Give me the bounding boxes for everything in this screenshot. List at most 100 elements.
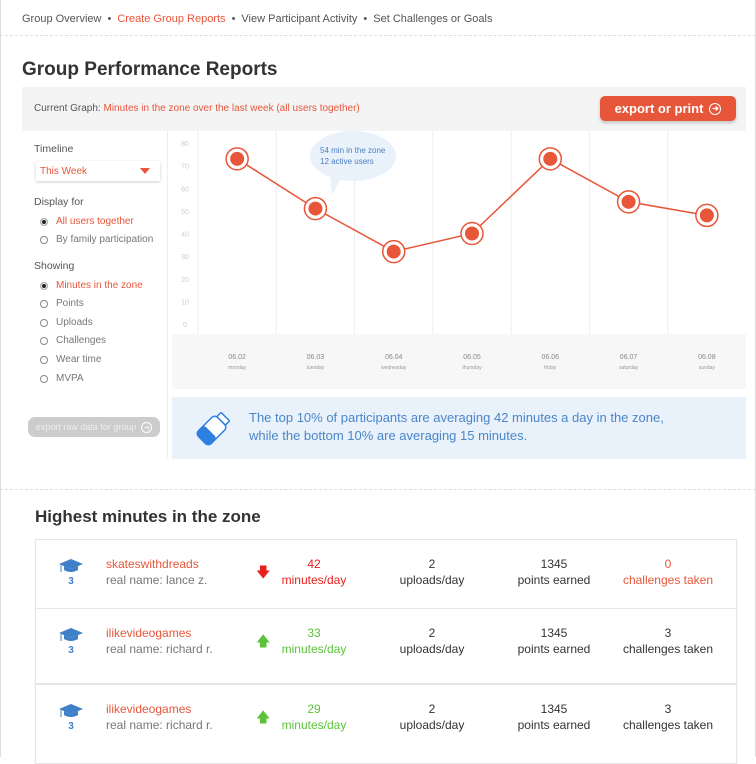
timeline-select[interactable]: This Week xyxy=(36,161,160,181)
nav-create-group-reports[interactable]: Create Group Reports xyxy=(117,13,226,25)
nav-separator: • xyxy=(363,13,368,25)
radio-icon xyxy=(40,355,48,364)
points-stat: 1345 points earned xyxy=(494,625,614,657)
arrow-right-circle-icon: ➜ xyxy=(709,102,722,115)
water-bottle-icon xyxy=(196,412,230,446)
timeline-label: Timeline xyxy=(34,143,74,155)
username-link[interactable]: ilikevideogames xyxy=(106,626,192,640)
uploads-value: 2 xyxy=(428,557,436,571)
arrow-right-circle-icon: ➜ xyxy=(141,421,153,433)
uploads-stat: 2 uploads/day xyxy=(372,556,492,588)
minutes-unit: minutes/day xyxy=(281,718,347,732)
x-tick-sublabel: tuesday xyxy=(307,365,325,371)
arrow-up-icon: 🡅 xyxy=(256,709,271,725)
y-tick-label: 30 xyxy=(181,254,189,261)
radio-label: All users together xyxy=(56,216,134,227)
leaderboard-row[interactable]: 3 skateswithdreads real name: lance z. 🡇 … xyxy=(35,539,737,609)
x-tick-label: 06.08 xyxy=(698,354,716,361)
challenges-unit: challenges taken xyxy=(622,573,714,587)
x-tick-sublabel: thursday xyxy=(462,365,482,371)
radio-label: Minutes in the zone xyxy=(56,280,143,291)
points-stat: 1345 points earned xyxy=(494,701,614,733)
radio-family-participation[interactable]: By family participation xyxy=(40,234,153,245)
radio-label: Points xyxy=(56,298,84,309)
radio-all-users[interactable]: All users together xyxy=(40,216,134,227)
tooltip-line2: 12 active users xyxy=(320,157,374,166)
export-raw-data-button[interactable]: export raw data for group ➜ xyxy=(28,417,160,437)
username-link[interactable]: skateswithdreads xyxy=(106,557,199,571)
radio-icon xyxy=(40,336,48,345)
insight-line2: while the bottom 10% are averaging 15 mi… xyxy=(249,428,528,443)
y-tick-label: 40 xyxy=(181,232,189,239)
radio-uploads[interactable]: Uploads xyxy=(40,317,93,328)
insight-banner: The top 10% of participants are averagin… xyxy=(172,397,746,459)
x-tick-sublabel: wednesday xyxy=(381,365,407,371)
challenges-value: 3 xyxy=(664,702,672,716)
nav-set-challenges[interactable]: Set Challenges or Goals xyxy=(373,13,493,25)
real-name: real name: richard r. xyxy=(106,642,213,656)
timeline-value: This Week xyxy=(40,166,88,177)
nav-group-overview[interactable]: Group Overview xyxy=(22,13,102,25)
chart-tooltip: 54 min in the zone 12 active users xyxy=(310,131,396,195)
sidebar-filters: Timeline This Week Display for All users… xyxy=(22,131,168,458)
radio-label: By family participation xyxy=(56,234,154,245)
leaderboard-row[interactable]: 3 ilikevideogames real name: richard r. 🡅… xyxy=(35,684,737,764)
points-value: 1345 xyxy=(540,702,568,716)
uploads-stat: 2 uploads/day xyxy=(372,701,492,733)
minutes-value: 42 xyxy=(307,557,321,571)
radio-icon xyxy=(40,281,48,290)
username-link[interactable]: ilikevideogames xyxy=(106,702,192,716)
x-tick-sublabel: saturday xyxy=(619,365,639,371)
graduation-cap-icon: 3 xyxy=(58,556,84,591)
nav-view-participant-activity[interactable]: View Participant Activity xyxy=(241,13,358,25)
uploads-unit: uploads/day xyxy=(399,718,465,732)
radio-mvpa[interactable]: MVPA xyxy=(40,373,84,384)
data-point xyxy=(308,201,323,216)
export-or-print-button[interactable]: export or print ➜ xyxy=(600,96,736,121)
y-tick-label: 20 xyxy=(181,277,189,284)
graduation-cap-icon: 3 xyxy=(58,625,84,660)
arrow-up-icon: 🡅 xyxy=(256,633,271,649)
y-axis-area xyxy=(172,131,198,334)
nav-separator: • xyxy=(107,13,112,25)
export-label: export or print xyxy=(614,101,704,116)
data-point xyxy=(621,194,636,209)
radio-icon xyxy=(40,235,48,244)
divider xyxy=(0,489,756,490)
radio-wear-time[interactable]: Wear time xyxy=(40,354,101,365)
user-info: skateswithdreads real name: lance z. xyxy=(106,556,207,588)
data-point xyxy=(230,151,245,166)
radio-points[interactable]: Points xyxy=(40,298,84,309)
x-tick-label: 06.07 xyxy=(620,354,638,361)
x-tick-label: 06.05 xyxy=(463,354,481,361)
leaderboard-row[interactable]: 3 ilikevideogames real name: richard r. 🡅… xyxy=(35,608,737,684)
data-point xyxy=(543,151,558,166)
uploads-unit: uploads/day xyxy=(399,642,465,656)
insight-line1: The top 10% of participants are averagin… xyxy=(249,410,664,425)
points-value: 1345 xyxy=(540,626,568,640)
challenges-value: 3 xyxy=(664,626,672,640)
y-tick-label: 70 xyxy=(181,164,189,171)
radio-label: Wear time xyxy=(56,354,102,365)
challenges-stat: 3 challenges taken xyxy=(608,625,728,657)
tooltip-line1: 54 min in the zone xyxy=(320,146,386,155)
radio-minutes[interactable]: Minutes in the zone xyxy=(40,280,143,291)
caret-down-icon xyxy=(140,168,150,174)
x-tick-sublabel: monday xyxy=(228,365,246,371)
x-tick-label: 06.02 xyxy=(228,354,246,361)
minutes-value: 29 xyxy=(307,702,321,716)
arrow-down-icon: 🡇 xyxy=(256,564,271,580)
radio-icon xyxy=(40,217,48,226)
breadcrumb-nav: Group Overview • Create Group Reports • Vi… xyxy=(22,13,492,25)
radio-icon xyxy=(40,318,48,327)
chart-svg: 0 10 20 30 40 50 60 70 80 06.02 monday 06.03 tuesday… xyxy=(172,131,746,371)
user-info: ilikevideogames real name: richard r. xyxy=(106,625,213,657)
minutes-value: 33 xyxy=(307,626,321,640)
data-point xyxy=(465,226,479,241)
y-tick-label: 50 xyxy=(181,209,189,216)
uploads-unit: uploads/day xyxy=(399,573,465,587)
minutes-stat: 29 minutes/day xyxy=(254,701,374,733)
radio-challenges[interactable]: Challenges xyxy=(40,335,106,346)
data-point xyxy=(699,208,714,223)
current-graph-bar: Current Graph: Minutes in the zone over … xyxy=(22,87,746,131)
